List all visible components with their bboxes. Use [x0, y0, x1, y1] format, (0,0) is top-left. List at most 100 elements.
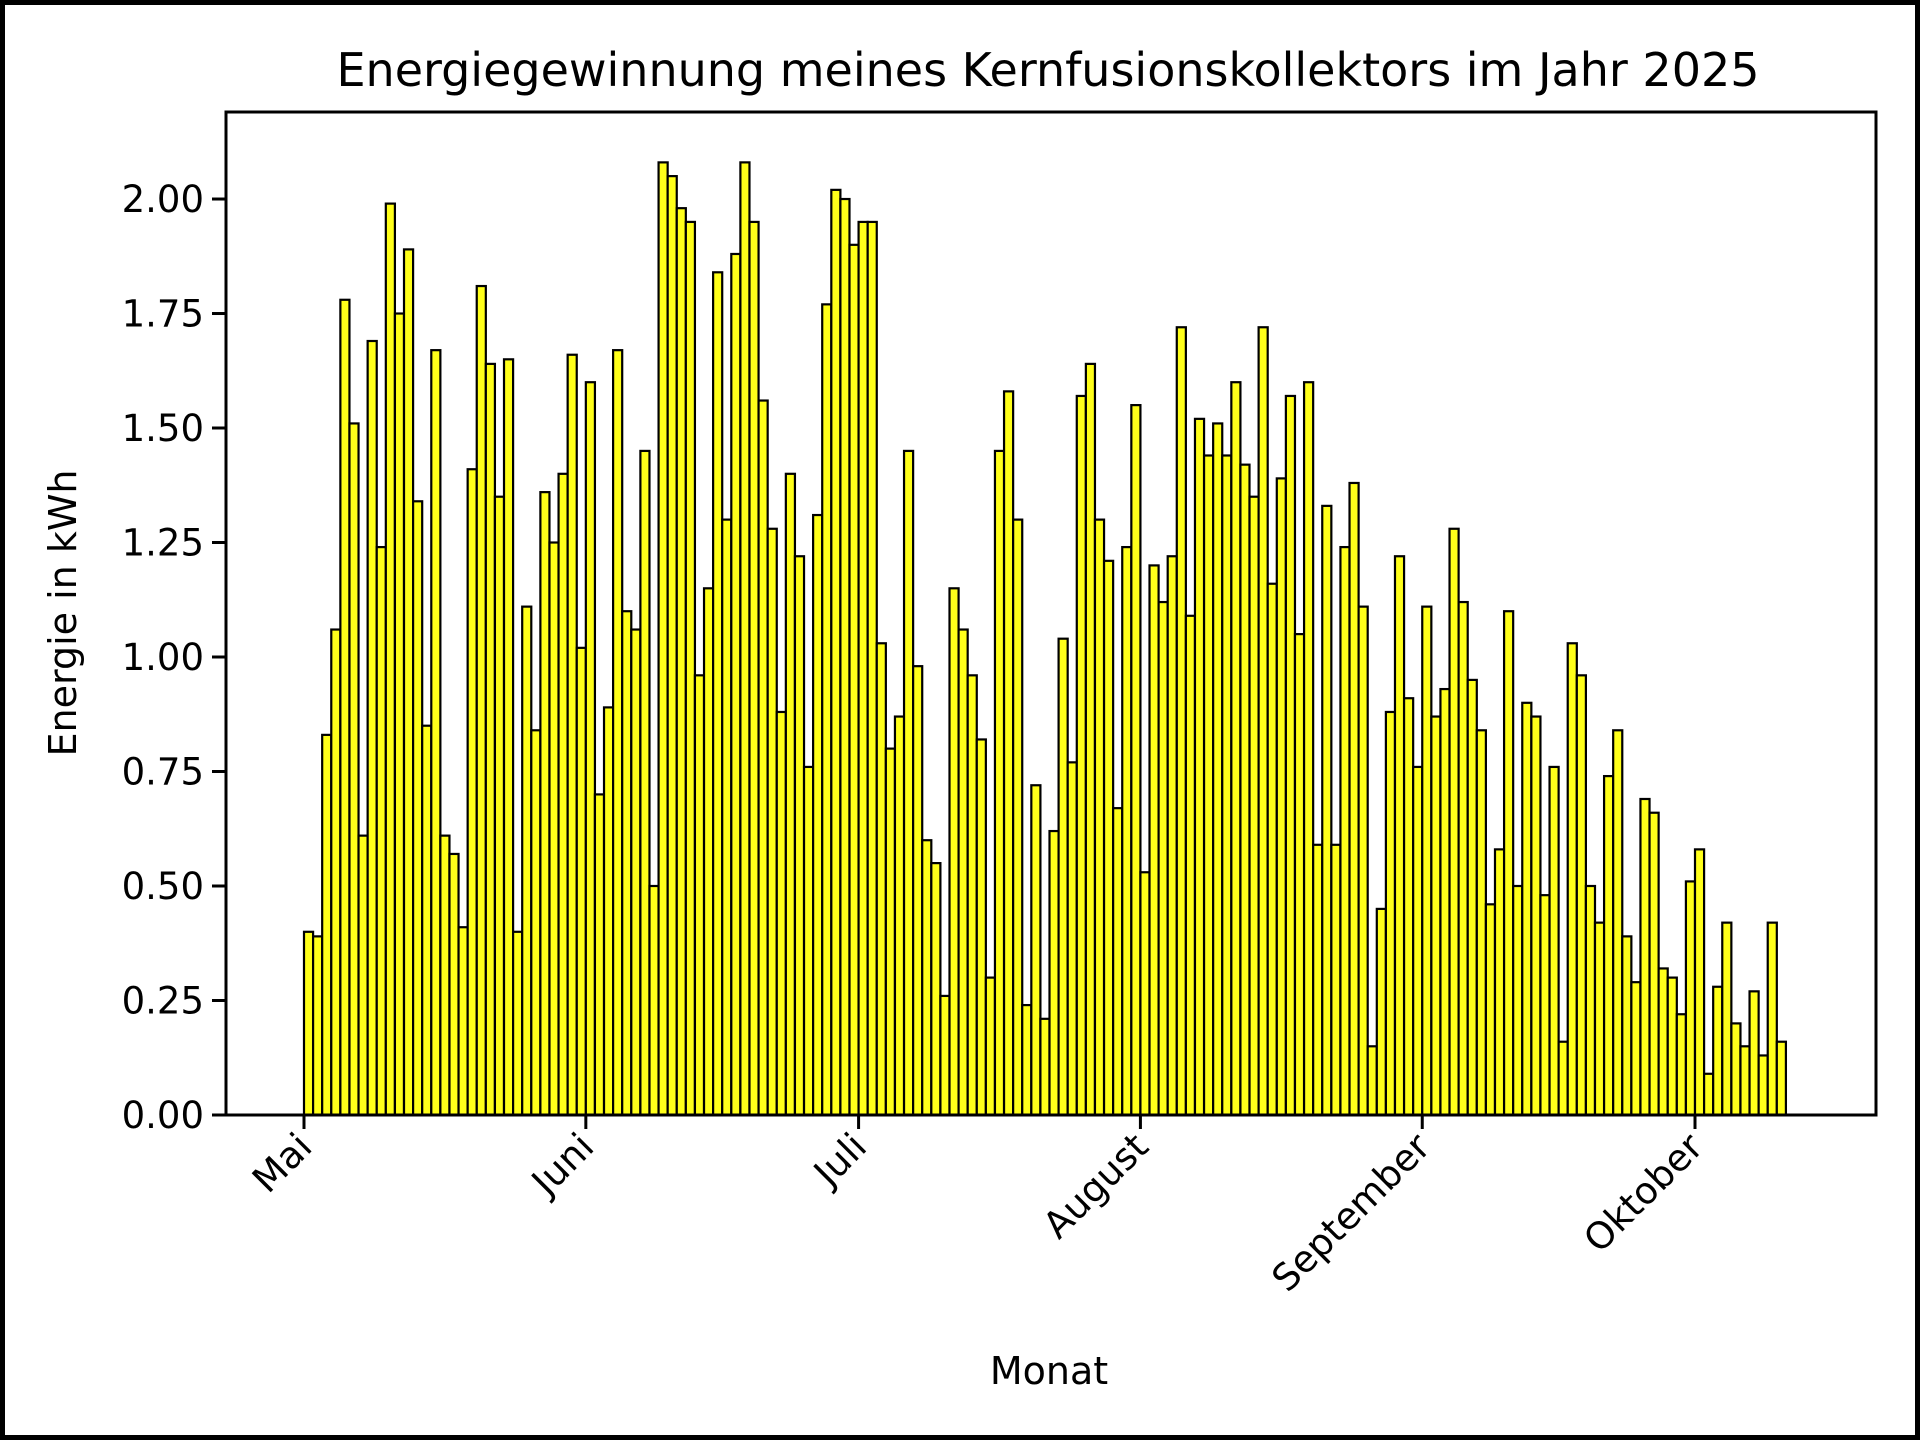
bar — [1184, 614, 1197, 1117]
bar — [1239, 463, 1251, 1117]
bar — [1421, 605, 1433, 1117]
bar — [657, 161, 669, 1117]
bar — [1393, 555, 1406, 1117]
bar — [448, 852, 460, 1117]
bar — [1448, 527, 1460, 1117]
bar — [1002, 390, 1015, 1117]
bar — [1530, 715, 1542, 1117]
bar — [1412, 765, 1424, 1117]
bar — [857, 220, 869, 1117]
bar — [1121, 545, 1133, 1117]
bar — [393, 312, 406, 1117]
bar — [1702, 1072, 1715, 1117]
bar — [348, 422, 360, 1117]
bar — [1557, 1040, 1569, 1117]
bar — [1602, 774, 1615, 1117]
x-tick-label: September — [1264, 1124, 1440, 1300]
y-tick-label: 0.00 — [122, 1094, 204, 1137]
bar — [530, 729, 542, 1117]
bar — [912, 665, 924, 1117]
bar — [430, 349, 442, 1117]
bar — [1666, 976, 1678, 1117]
bar — [1439, 687, 1451, 1117]
bar — [821, 303, 833, 1117]
bar — [593, 793, 606, 1117]
bar — [966, 674, 978, 1117]
bar — [1730, 1022, 1742, 1117]
bar — [1548, 765, 1560, 1117]
bar — [511, 930, 524, 1117]
y-tick-label: 1.25 — [122, 522, 204, 565]
bar — [693, 674, 706, 1117]
bar — [1257, 326, 1269, 1117]
bar — [1648, 811, 1660, 1117]
bar — [1321, 504, 1333, 1117]
bar — [1593, 921, 1606, 1117]
bar — [675, 207, 687, 1117]
bar — [848, 243, 860, 1117]
bar — [557, 472, 569, 1117]
bar — [1584, 884, 1597, 1117]
bar — [1775, 1040, 1788, 1117]
bar — [784, 472, 797, 1117]
bar — [1248, 495, 1260, 1117]
bar — [1166, 555, 1178, 1117]
bar — [730, 252, 742, 1117]
bar — [1693, 848, 1706, 1117]
bar — [884, 747, 897, 1117]
bar — [830, 188, 842, 1117]
bar — [1048, 829, 1060, 1117]
x-tick-label: Juni — [522, 1125, 602, 1205]
bar — [1502, 610, 1515, 1117]
bar — [366, 339, 378, 1117]
bar — [1193, 417, 1206, 1117]
y-tick-label: 0.50 — [122, 865, 204, 908]
y-tick-label: 1.50 — [122, 407, 204, 450]
bar — [1057, 637, 1069, 1117]
bar — [1266, 582, 1278, 1117]
bar — [1175, 326, 1187, 1117]
bar — [1575, 674, 1588, 1117]
bar — [457, 926, 469, 1117]
bar — [957, 628, 969, 1117]
y-tick-label: 2.00 — [122, 178, 204, 221]
bar — [712, 271, 724, 1117]
bar — [466, 468, 478, 1117]
bar — [621, 610, 633, 1117]
bar — [1475, 729, 1487, 1117]
bar — [412, 500, 424, 1117]
bar — [575, 646, 587, 1117]
bar — [893, 715, 906, 1117]
y-axis-label: Energie in kWh — [41, 470, 85, 757]
bar — [757, 399, 769, 1117]
bar — [648, 884, 660, 1117]
bar — [1021, 1003, 1033, 1117]
bar — [302, 930, 315, 1117]
bar — [812, 513, 824, 1117]
bar — [1539, 894, 1551, 1117]
y-axis-ticks: 0.00 0.25 0.50 0.75 1.00 1.25 1.50 1.75 2.00 — [122, 178, 226, 1137]
bar — [521, 605, 533, 1117]
bar — [1039, 1017, 1051, 1117]
bar — [548, 541, 560, 1117]
bar — [984, 976, 997, 1117]
bar — [375, 545, 387, 1117]
bar — [721, 518, 733, 1117]
bar — [1721, 921, 1733, 1117]
bar — [1202, 454, 1215, 1117]
bar — [1339, 545, 1351, 1117]
bar — [1130, 404, 1142, 1117]
bar — [1639, 797, 1651, 1117]
bar — [1512, 884, 1524, 1117]
bar — [793, 555, 806, 1117]
bar — [1739, 1045, 1751, 1117]
bar — [1293, 633, 1306, 1117]
bar — [1630, 981, 1642, 1117]
bar — [1457, 600, 1469, 1117]
bar — [584, 381, 597, 1117]
bar — [702, 587, 715, 1117]
bar — [502, 358, 515, 1117]
bar-series — [302, 161, 1788, 1117]
bar — [1012, 518, 1024, 1117]
